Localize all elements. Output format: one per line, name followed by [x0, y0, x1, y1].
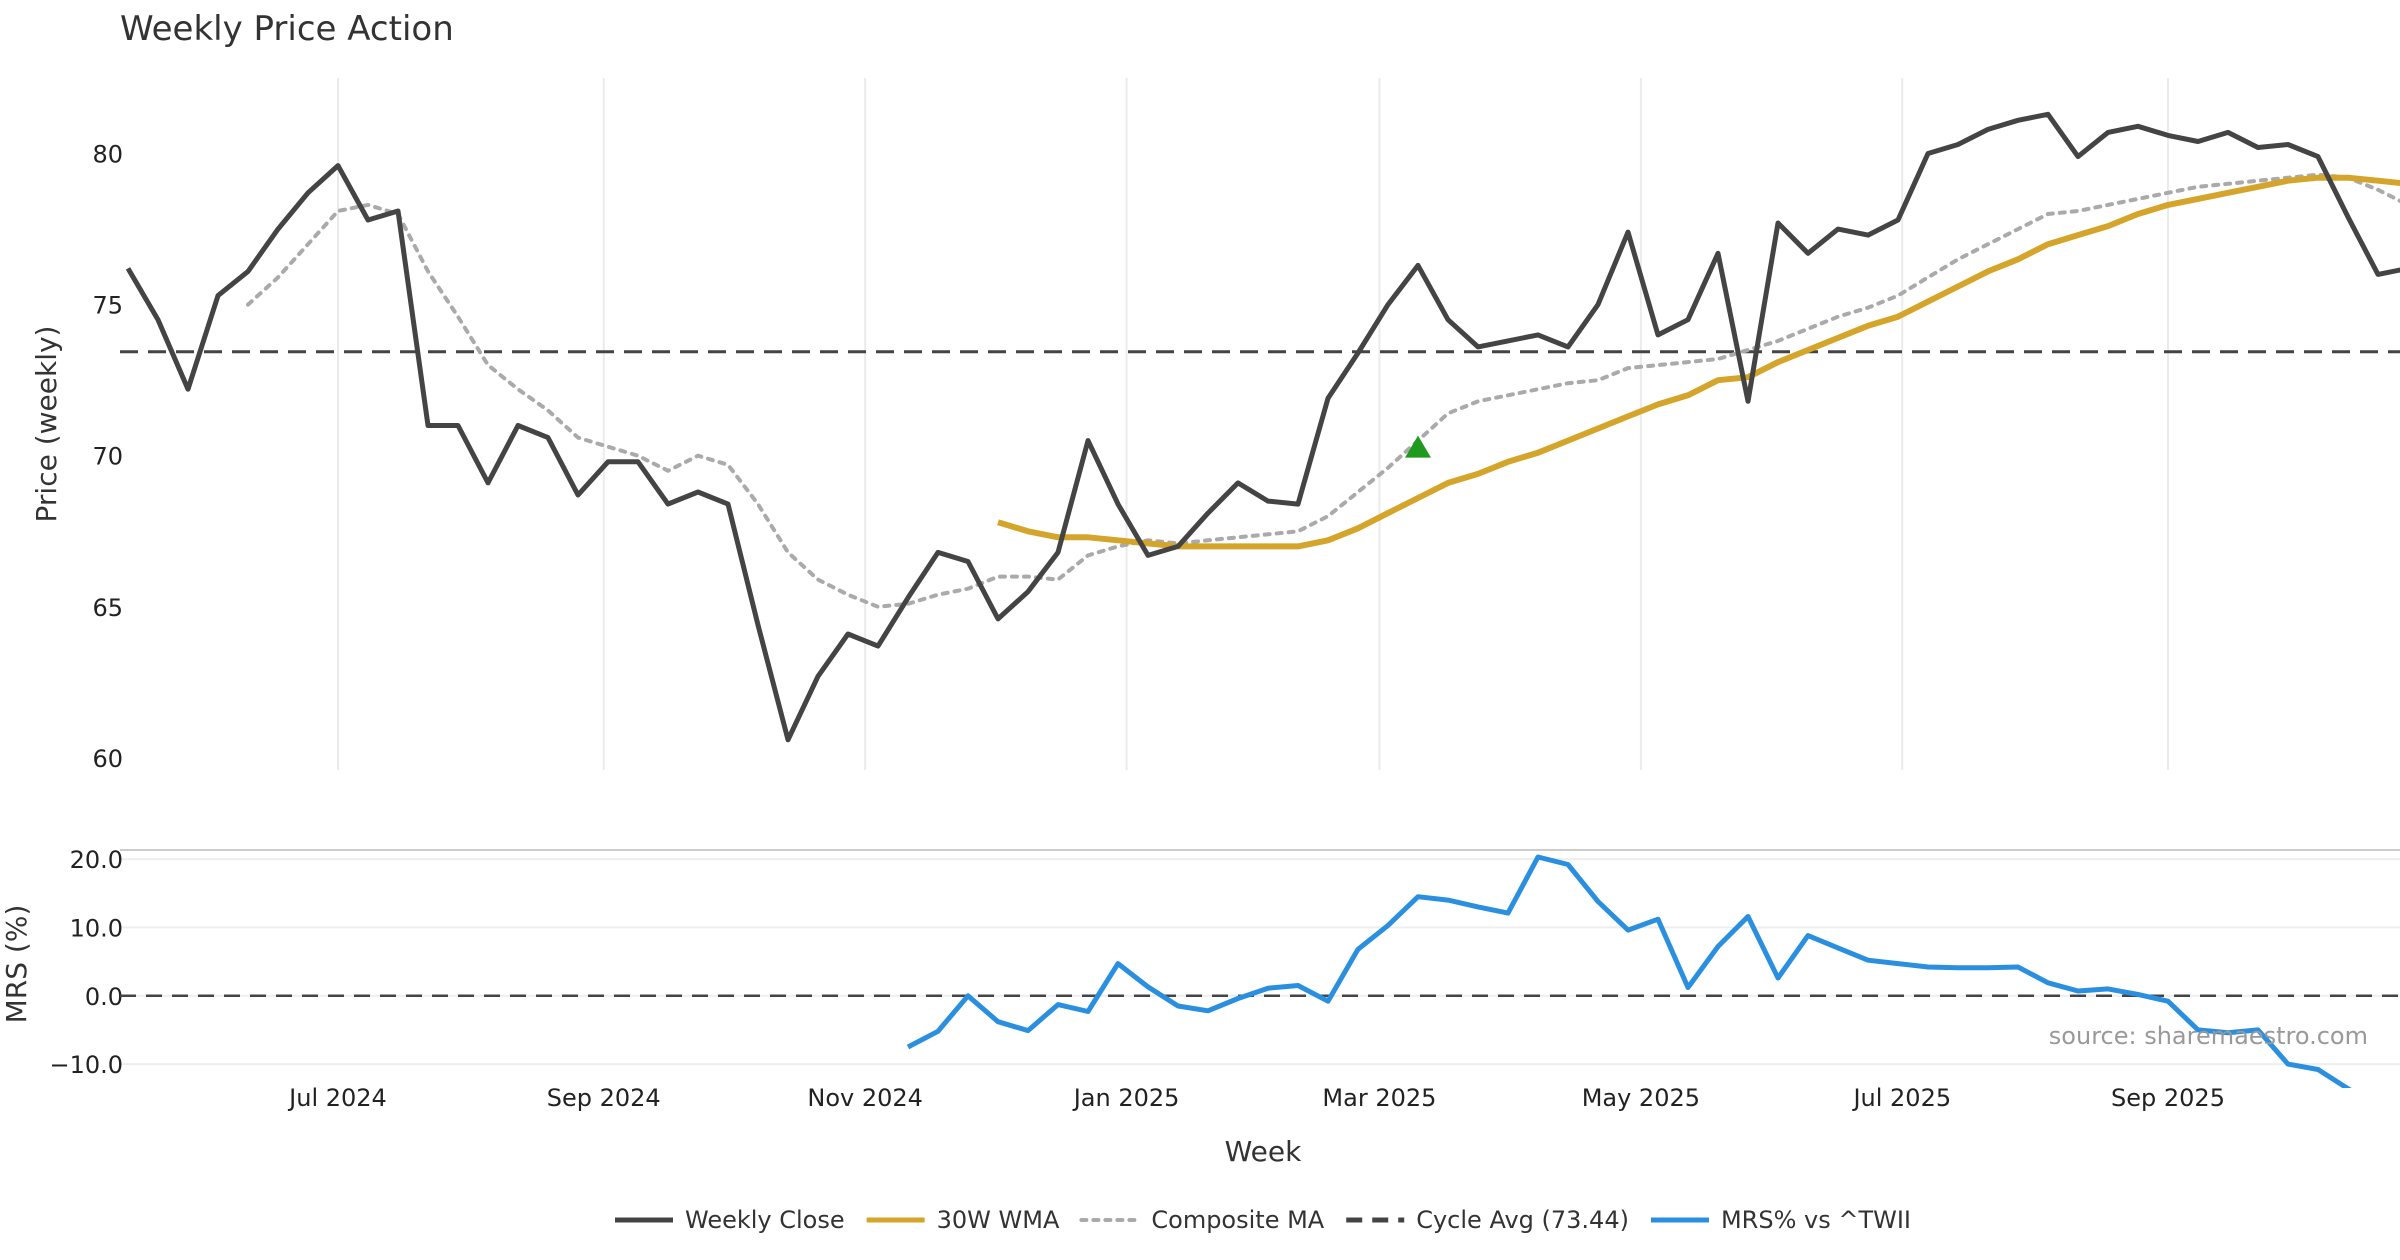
price-gridlines — [337, 78, 2169, 770]
x-tick-label: Nov 2024 — [807, 1084, 923, 1112]
source-note: source: sharemaestro.com — [2049, 1022, 2368, 1050]
legend-label: Composite MA — [1151, 1206, 1324, 1234]
x-tick-label: Sep 2024 — [547, 1084, 661, 1112]
price-y-tick-label: 60 — [92, 745, 123, 773]
mrs-y-tick-label: 0.0 — [85, 983, 123, 1011]
legend-label: 30W WMA — [937, 1206, 1060, 1234]
buy-signal-marker — [1405, 435, 1431, 458]
mrs-y-tick-label: 10.0 — [70, 914, 123, 942]
price-y-ticks: 60 65 70 75 80 — [92, 141, 123, 773]
legend-label: MRS% vs ^TWII — [1721, 1206, 1911, 1234]
price-y-axis-title: Price (weekly) — [30, 326, 63, 523]
series-mrs — [906, 854, 2352, 1088]
mrs-y-tick-label: 20.0 — [70, 846, 123, 874]
x-tick-label: Jan 2025 — [1072, 1084, 1180, 1112]
legend-label: Cycle Avg (73.44) — [1416, 1206, 1629, 1234]
chart-title: Weekly Price Action — [120, 9, 454, 49]
x-tick-label: Sep 2025 — [2111, 1084, 2225, 1112]
legend: Weekly Close 30W WMA Composite MA Cycle Avg… — [615, 1206, 1911, 1234]
mrs-y-ticks: −10.0 0.0 10.0 20.0 — [49, 846, 123, 1079]
mrs-y-tick-label: −10.0 — [49, 1051, 123, 1079]
price-y-tick-label: 70 — [92, 443, 123, 471]
x-tick-label: Mar 2025 — [1322, 1084, 1436, 1112]
price-y-tick-label: 75 — [92, 292, 123, 320]
series-composite-ma — [246, 172, 2400, 609]
legend-label: Weekly Close — [685, 1206, 845, 1234]
mrs-y-axis-title: MRS (%) — [0, 905, 33, 1024]
x-axis-title: Week — [1225, 1135, 1302, 1168]
price-y-tick-label: 65 — [92, 594, 123, 622]
x-ticks: Jul 2024 Sep 2024 Nov 2024 Jan 2025 Mar 2025… — [287, 1084, 2225, 1112]
x-tick-label: Jul 2025 — [1851, 1084, 1951, 1112]
x-tick-label: Jul 2024 — [287, 1084, 387, 1112]
price-y-tick-label: 80 — [92, 141, 123, 169]
x-tick-label: May 2025 — [1582, 1084, 1700, 1112]
series-weekly-close — [125, 111, 2400, 743]
series-30w-wma — [997, 174, 2400, 550]
